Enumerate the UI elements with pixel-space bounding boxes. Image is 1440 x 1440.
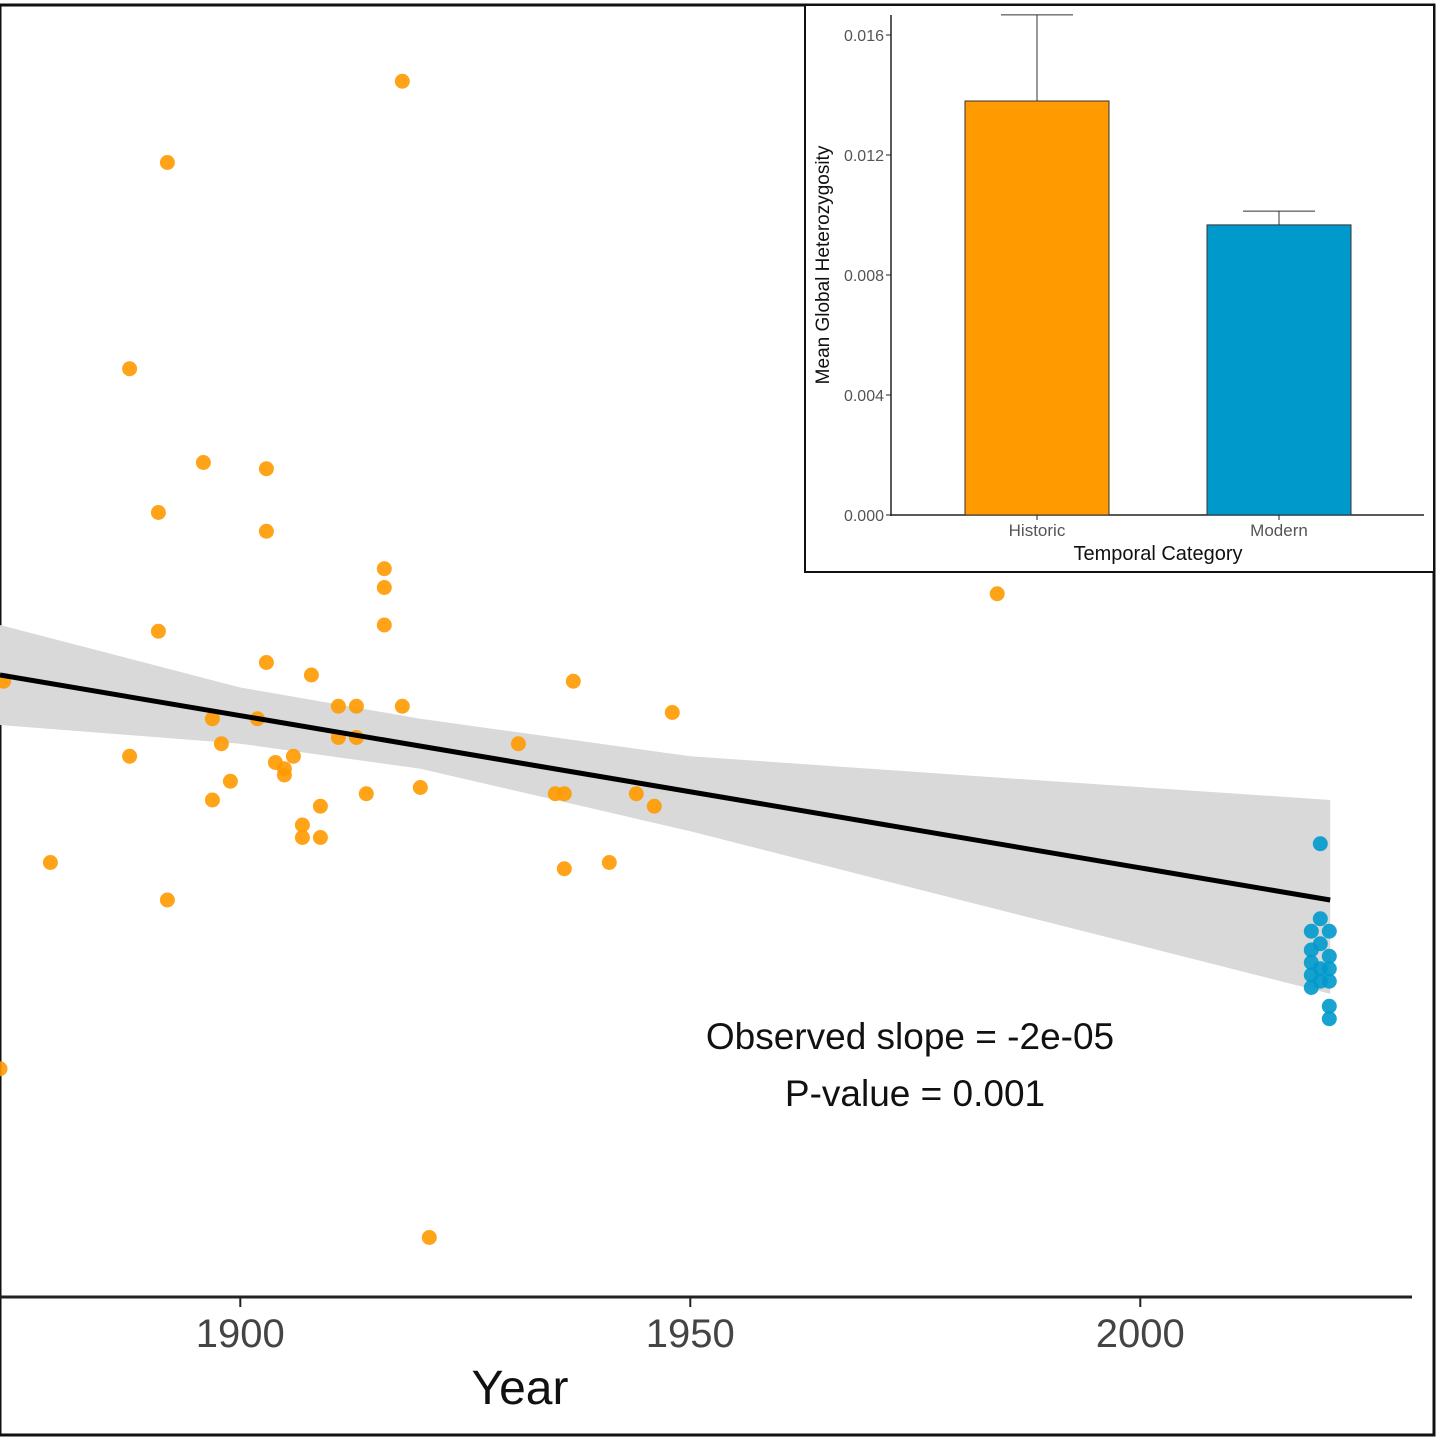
bar-modern	[1206, 224, 1352, 516]
annotation-slope: Observed slope = -2e-05	[706, 1016, 1114, 1057]
data-point-historic	[394, 73, 410, 89]
data-point-historic	[421, 1230, 437, 1245]
data-point-historic	[348, 698, 364, 714]
data-point-historic	[213, 736, 229, 752]
inset-x-tick-label: Modern	[1250, 521, 1308, 540]
data-point-historic	[330, 698, 346, 714]
data-point-historic	[195, 455, 211, 470]
data-point-historic	[601, 855, 617, 870]
regression-line	[0, 672, 1331, 903]
inset-y-tick-label: 0.008	[844, 268, 884, 285]
data-point-historic	[258, 523, 274, 539]
data-point-historic	[258, 461, 274, 477]
data-point-historic	[358, 786, 374, 802]
data-point-historic	[646, 798, 662, 814]
data-point-historic	[989, 586, 1005, 602]
data-point-historic	[159, 892, 175, 908]
inset-y-tick-label: 0.004	[844, 388, 884, 405]
data-point-modern	[1303, 923, 1319, 939]
x-tick-label: 2000	[1096, 1312, 1185, 1356]
data-point-modern	[1321, 948, 1337, 964]
data-point-historic	[303, 667, 319, 683]
data-point-modern	[1312, 911, 1328, 927]
data-point-historic	[376, 617, 392, 633]
data-point-modern	[1312, 836, 1328, 852]
inset-y-tick-label: 0.012	[844, 148, 884, 165]
scatter-plot: 1900 1950 2000	[0, 73, 1412, 1356]
inset-y-tick-label: 0.016	[844, 28, 884, 45]
data-point-modern	[1303, 980, 1319, 995]
data-point-historic	[42, 855, 58, 870]
data-point-historic	[376, 580, 392, 595]
data-point-historic	[150, 623, 166, 639]
data-point-historic	[510, 736, 526, 752]
data-point-historic	[150, 505, 166, 520]
data-point-historic	[159, 155, 175, 170]
data-point-historic	[376, 561, 392, 577]
data-point-modern	[1321, 1011, 1337, 1027]
inset-bar-chart: 0.000 0.004 0.008 0.012 0.016 Historic Modern	[804, 4, 1435, 573]
data-point-historic	[276, 767, 292, 783]
data-point-historic	[122, 361, 138, 377]
data-point-historic	[294, 830, 310, 845]
data-point-historic	[628, 786, 644, 802]
bar-historic	[964, 100, 1110, 516]
data-point-modern	[1321, 923, 1337, 939]
data-point-historic	[294, 817, 310, 833]
data-point-historic	[258, 655, 274, 670]
data-point-historic	[556, 786, 572, 802]
annotation-pvalue: P-value = 0.001	[785, 1073, 1045, 1114]
data-point-historic	[285, 748, 301, 764]
x-axis-title: Year	[472, 1362, 569, 1415]
data-point-modern	[1303, 942, 1319, 958]
data-point-historic	[394, 698, 410, 714]
data-point-modern	[1321, 961, 1337, 977]
x-tick-label: 1900	[196, 1312, 285, 1356]
inset-y-tick-label: 0.000	[844, 508, 884, 525]
data-point-historic	[664, 705, 680, 720]
data-point-historic	[556, 861, 572, 877]
data-point-historic	[204, 792, 220, 808]
data-point-historic	[0, 1061, 8, 1077]
data-point-historic	[204, 711, 220, 727]
x-tick-label: 1950	[646, 1312, 735, 1356]
inset-x-axis-title: Temporal Category	[1074, 543, 1243, 565]
inset-x-tick-label: Historic	[1009, 521, 1066, 540]
data-point-historic	[312, 830, 328, 845]
data-point-historic	[412, 780, 428, 795]
data-point-historic	[312, 798, 328, 814]
confidence-band	[0, 625, 1331, 994]
data-point-historic	[122, 748, 138, 764]
inset-y-axis-title: Mean Global Heterozygosity	[813, 145, 834, 384]
data-point-modern	[1321, 998, 1337, 1014]
data-point-modern	[1321, 973, 1337, 989]
data-point-historic	[565, 673, 581, 689]
data-point-historic	[222, 773, 238, 789]
